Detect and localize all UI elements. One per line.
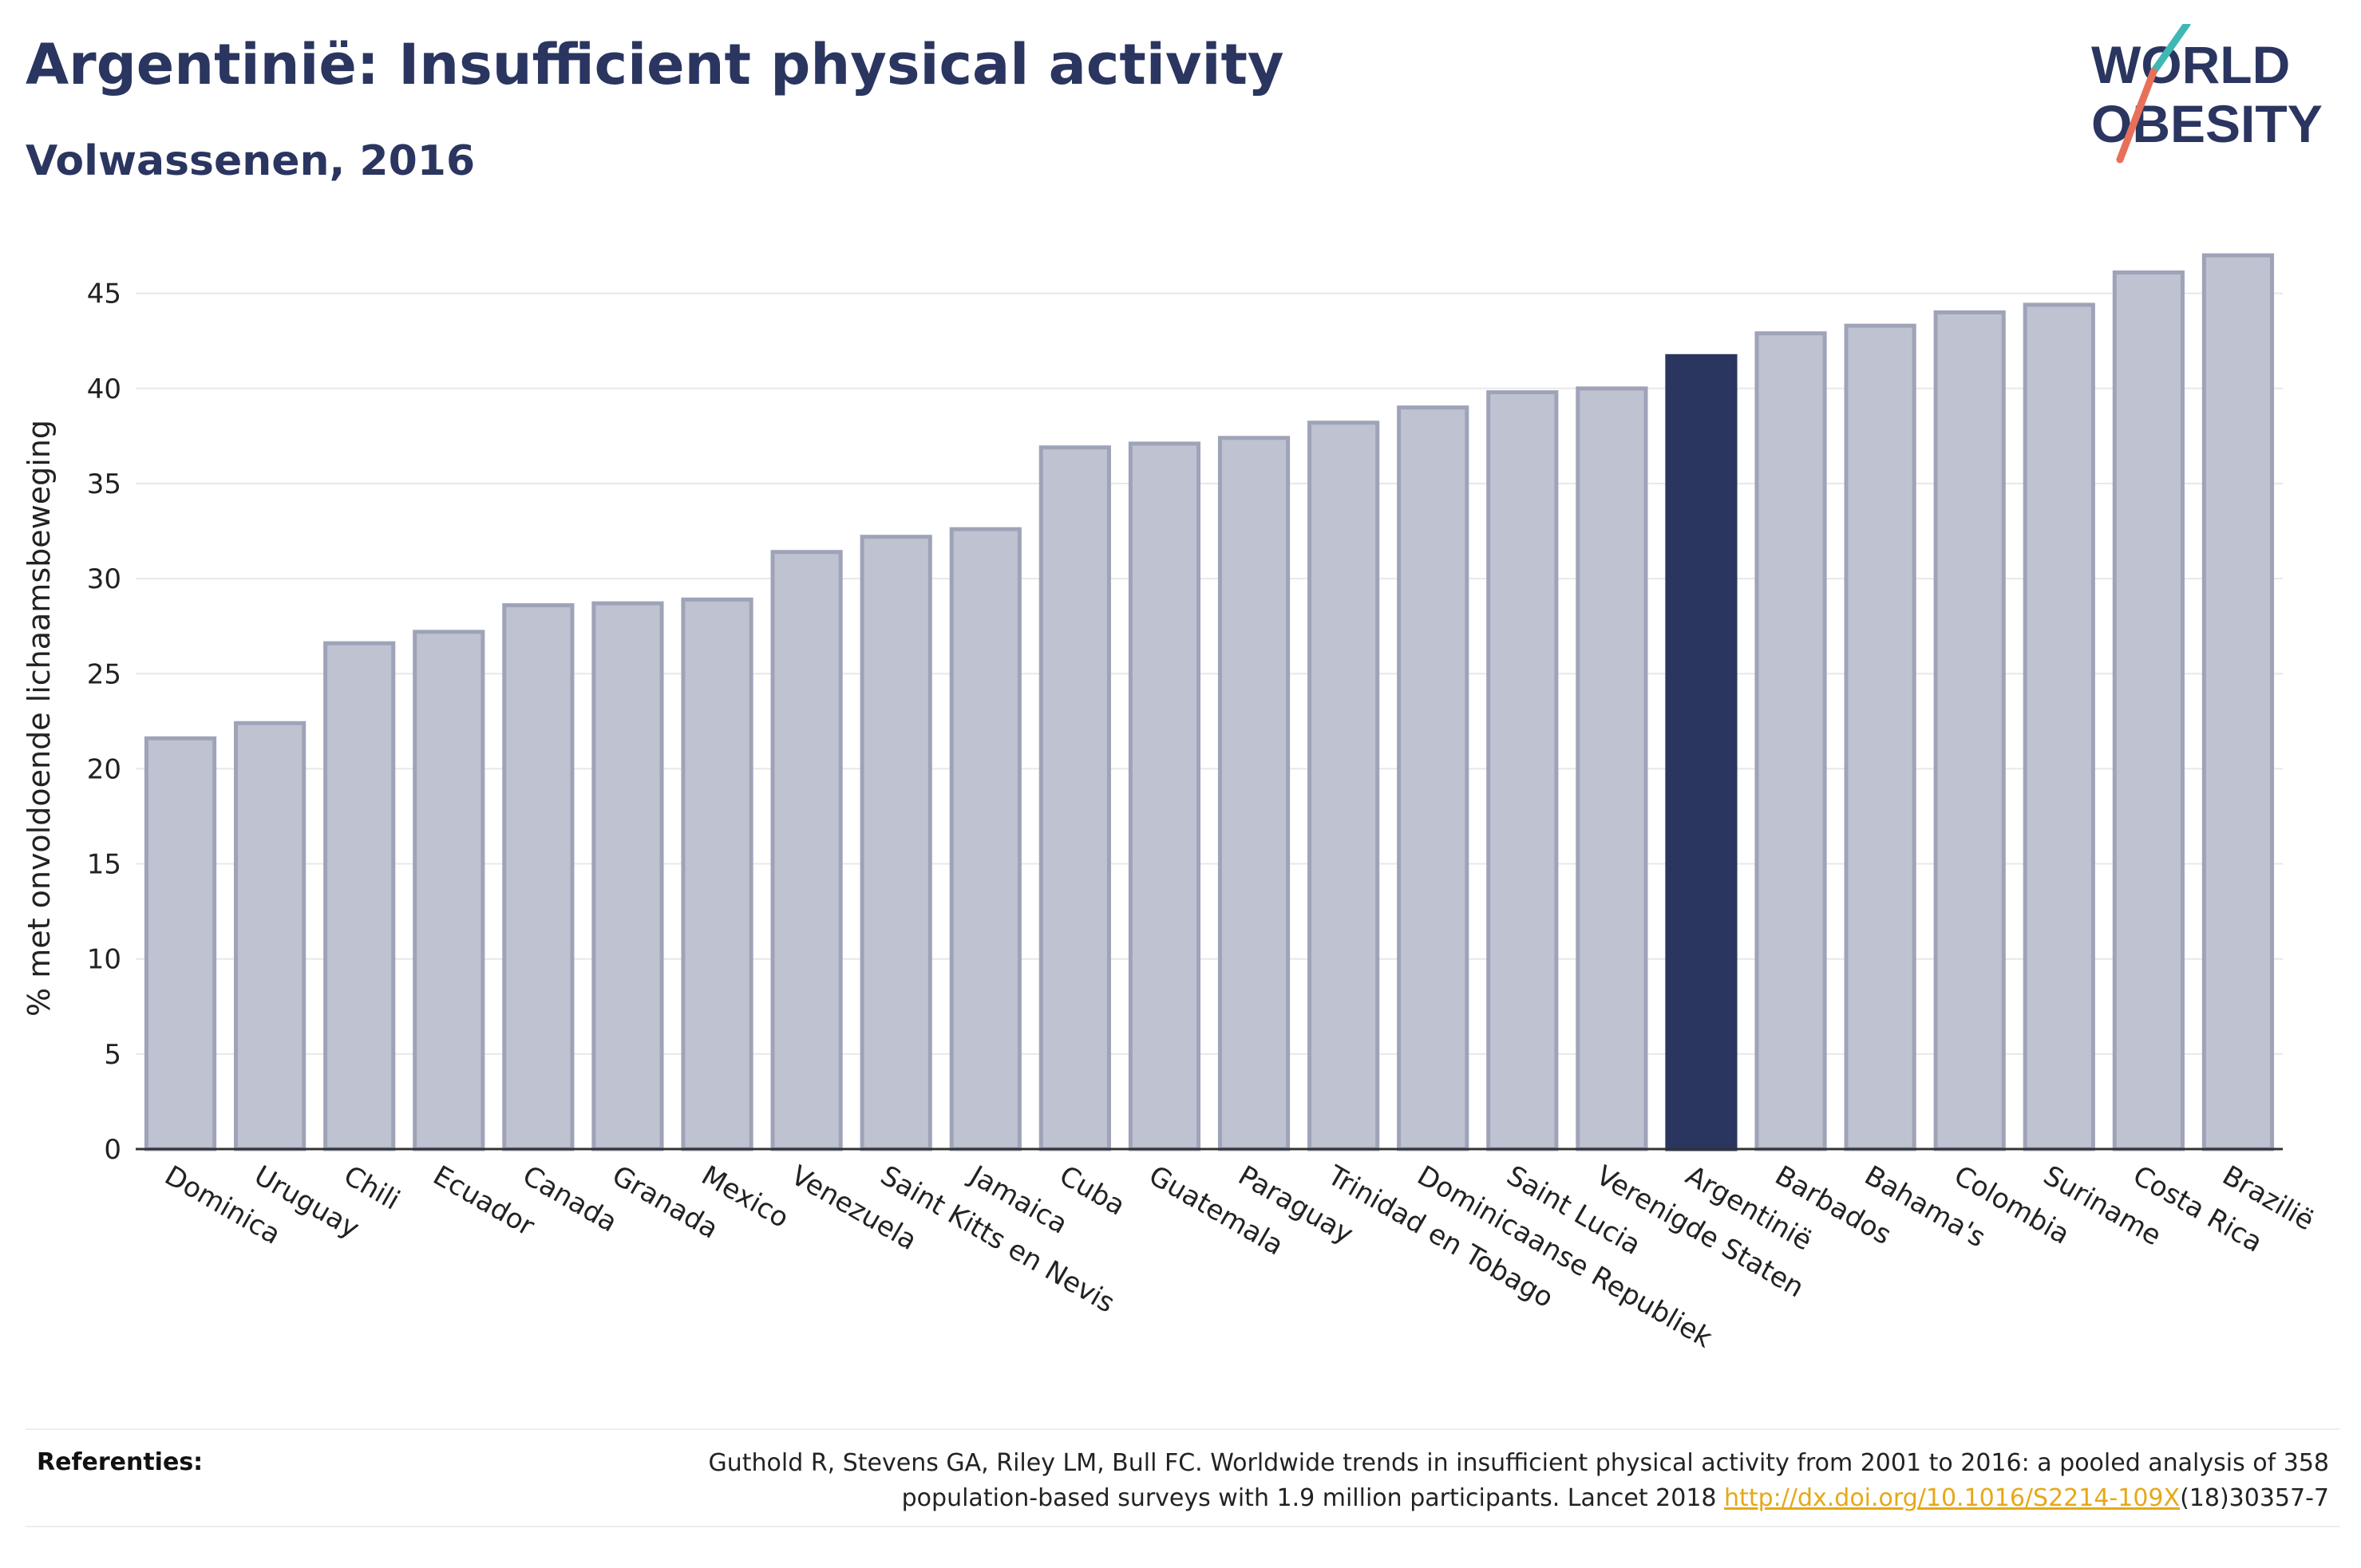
- bar: [860, 535, 932, 1151]
- references-divider-bottom: [26, 1526, 2340, 1527]
- bar: [502, 602, 575, 1151]
- bar: [681, 597, 753, 1151]
- bar: [1038, 445, 1111, 1151]
- svg-text:WORLD: WORLD: [2091, 35, 2290, 94]
- bar: [413, 630, 485, 1151]
- y-tick-label: 20: [87, 753, 121, 785]
- bar: [770, 550, 843, 1151]
- y-tick-label: 25: [87, 658, 121, 690]
- bar: [1486, 390, 1559, 1151]
- bar: [1754, 331, 1827, 1151]
- bar: [949, 527, 1022, 1151]
- y-tick-label: 5: [104, 1039, 121, 1071]
- chart-subtitle: Volwassenen, 2016: [26, 137, 476, 185]
- bar: [2023, 302, 2095, 1151]
- bar-highlighted: [1665, 353, 1738, 1151]
- y-tick-label: 10: [87, 944, 121, 976]
- references-doi-link[interactable]: http://dx.doi.org/10.1016/S2214-109X: [1724, 1484, 2181, 1512]
- references-citation-suffix: (18)30357-7: [2180, 1484, 2329, 1512]
- y-tick-label: 45: [87, 278, 121, 310]
- y-tick-label: 40: [87, 373, 121, 405]
- bar: [1128, 441, 1201, 1151]
- y-tick-labels: 0 5 10 15 20 25 30 35 40 45: [87, 278, 121, 1166]
- bar: [323, 641, 396, 1151]
- bar: [1217, 436, 1291, 1151]
- chart-title: Argentinië: Insufficient physical activi…: [26, 32, 1284, 97]
- references-divider-top: [26, 1428, 2340, 1430]
- bar: [144, 736, 217, 1151]
- bar: [1933, 310, 2006, 1151]
- y-axis-label: % met onvoldoende lichaamsbeweging: [22, 420, 57, 1017]
- y-tick-label: 35: [87, 468, 121, 500]
- references-text: Guthold R, Stevens GA, Riley LM, Bull FC…: [573, 1446, 2329, 1516]
- bar: [2112, 270, 2185, 1151]
- x-tick-label: Ecuador: [428, 1159, 540, 1242]
- bar: [1844, 323, 1916, 1151]
- y-tick-label: 0: [104, 1134, 121, 1166]
- bar: [1576, 386, 1648, 1151]
- bar: [234, 721, 306, 1151]
- x-tick-label: Canada: [517, 1159, 623, 1238]
- references-label: Referenties:: [37, 1448, 204, 1476]
- bar: [1307, 421, 1380, 1151]
- y-tick-label: 30: [87, 563, 121, 595]
- gridlines: [136, 292, 2283, 1055]
- y-tick-label: 15: [87, 849, 121, 881]
- bar: [1397, 405, 1469, 1151]
- world-obesity-logo: WORLD OBESITY: [2083, 20, 2339, 168]
- bar: [591, 601, 664, 1151]
- bars: [144, 253, 2275, 1151]
- bar: [2201, 253, 2275, 1151]
- references-citation: Guthold R, Stevens GA, Riley LM, Bull FC…: [708, 1449, 2329, 1512]
